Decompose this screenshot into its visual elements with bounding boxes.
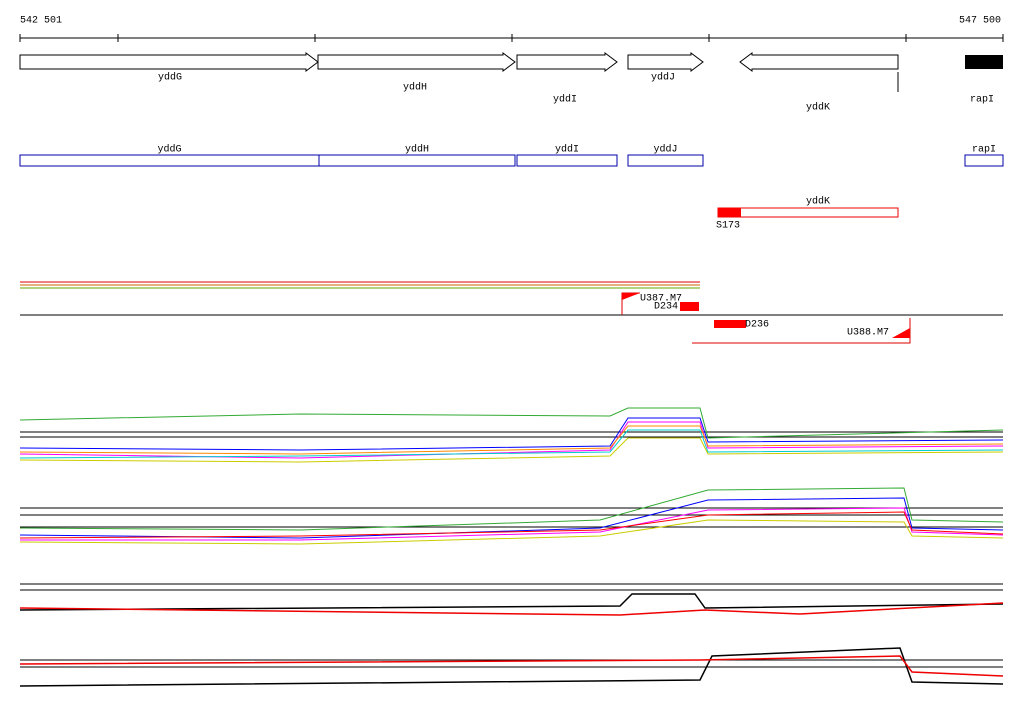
- gene-arrow: [627, 52, 704, 72]
- gene-arrow: [739, 52, 899, 72]
- gene-block: [965, 55, 1003, 69]
- cds-label: yddI: [555, 144, 579, 156]
- feature-label: D234: [654, 302, 678, 313]
- gene-label: rapI: [970, 95, 994, 106]
- cds-label: yddG: [157, 144, 181, 156]
- cds-label: yddH: [405, 144, 429, 156]
- expression-panel-3: [19, 583, 1004, 687]
- region-site: [718, 208, 741, 217]
- probe-lines: [20, 281, 1003, 344]
- cds-box: [516, 154, 618, 167]
- feature-label: D236: [745, 320, 769, 331]
- expression-panel-2: [19, 487, 1004, 545]
- cds-box: [627, 154, 704, 167]
- gene-label: yddI: [553, 94, 577, 106]
- region-label: yddK: [806, 196, 830, 208]
- gene-label: yddK: [806, 102, 830, 114]
- gene-label: yddG: [158, 72, 182, 84]
- gene-arrow: [317, 52, 516, 72]
- cds-label: yddJ: [653, 144, 677, 156]
- gene-label: yddJ: [651, 72, 675, 84]
- region-box: [717, 207, 899, 218]
- site-label: S173: [716, 221, 740, 232]
- ruler: [19, 34, 1004, 42]
- gene-label: yddH: [403, 82, 427, 94]
- ruler-start: 542 501: [20, 16, 62, 27]
- cds-label: rapI: [972, 145, 996, 156]
- gene-arrow: [19, 52, 319, 72]
- gene-arrow: [516, 52, 618, 72]
- cds-box: [964, 154, 1004, 167]
- cds-box: [19, 154, 320, 167]
- cds-box: [318, 154, 516, 167]
- ruler-end: 547 500: [959, 16, 1001, 27]
- feature-label: U387.M7: [640, 294, 682, 305]
- expression-panel-1: [19, 407, 1004, 463]
- feature-label: U388.M7: [847, 328, 889, 339]
